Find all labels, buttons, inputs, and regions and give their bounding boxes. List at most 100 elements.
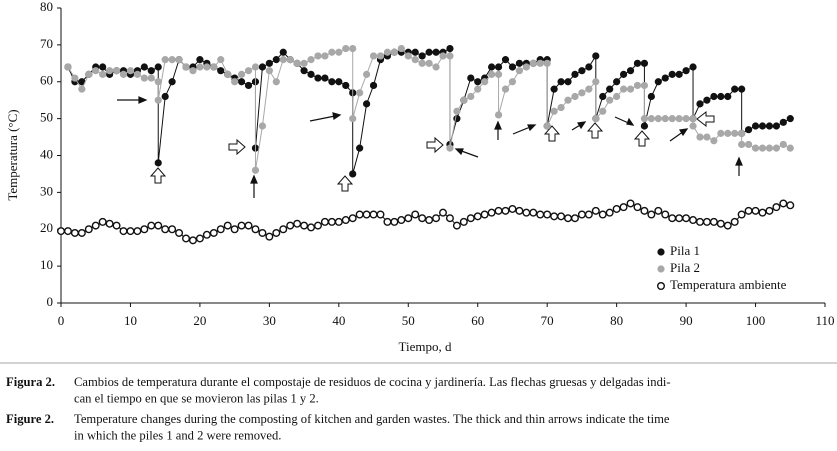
data-point xyxy=(466,214,475,223)
data-point xyxy=(161,92,169,101)
data-point xyxy=(258,63,267,71)
data-point xyxy=(272,228,281,237)
data-point xyxy=(272,56,280,64)
data-point xyxy=(342,44,350,53)
data-point xyxy=(731,129,739,137)
data-point xyxy=(356,89,364,97)
data-point xyxy=(209,228,218,237)
data-point xyxy=(717,92,725,101)
data-point xyxy=(300,59,308,67)
data-point xyxy=(717,129,725,137)
data-point xyxy=(571,70,579,78)
data-point xyxy=(640,115,649,123)
data-point xyxy=(342,81,350,90)
data-point xyxy=(154,96,162,104)
data-point xyxy=(244,221,253,230)
y-tick-label: 30 xyxy=(40,183,53,198)
data-point xyxy=(710,137,718,145)
data-point xyxy=(661,115,669,123)
data-point xyxy=(585,63,593,71)
data-point xyxy=(411,48,419,56)
data-point xyxy=(251,166,260,174)
data-point xyxy=(488,70,496,78)
data-point xyxy=(189,67,197,75)
data-point xyxy=(571,92,579,101)
data-point xyxy=(744,126,753,134)
data-point xyxy=(730,217,739,226)
data-point xyxy=(779,199,788,208)
data-point xyxy=(724,92,732,101)
data-point xyxy=(216,225,225,234)
data-point xyxy=(161,56,169,64)
data-point xyxy=(640,122,649,130)
data-point xyxy=(314,74,322,82)
data-point xyxy=(335,48,343,56)
data-point xyxy=(779,118,787,126)
data-point xyxy=(425,59,433,67)
data-point xyxy=(515,206,524,215)
data-point xyxy=(335,78,343,86)
data-point xyxy=(772,122,780,130)
data-point xyxy=(654,115,662,123)
data-point xyxy=(237,78,246,86)
data-point xyxy=(786,144,794,152)
data-point xyxy=(363,70,371,78)
data-point xyxy=(168,78,176,86)
data-point xyxy=(195,234,204,243)
data-point xyxy=(501,85,510,93)
data-point xyxy=(425,216,434,225)
x-tick-label: 20 xyxy=(193,313,206,328)
data-point xyxy=(119,227,128,236)
data-point xyxy=(349,170,357,178)
data-point xyxy=(633,203,642,212)
data-point xyxy=(314,52,322,60)
data-point xyxy=(397,216,406,225)
data-point xyxy=(98,217,107,226)
y-tick-label: 60 xyxy=(40,73,53,88)
data-point xyxy=(70,228,79,237)
data-point xyxy=(355,210,364,219)
data-point xyxy=(265,232,274,241)
data-point xyxy=(682,67,690,75)
data-point xyxy=(564,214,573,223)
x-tick-label: 100 xyxy=(746,313,766,328)
data-point xyxy=(279,48,287,56)
data-point xyxy=(474,78,482,86)
data-point xyxy=(99,70,107,78)
data-point xyxy=(522,208,531,217)
data-point xyxy=(432,63,440,71)
data-point xyxy=(591,206,600,215)
data-point xyxy=(612,204,621,213)
data-point xyxy=(397,44,405,53)
data-point xyxy=(480,210,489,219)
data-point xyxy=(585,85,593,93)
data-point xyxy=(702,217,711,226)
data-point xyxy=(543,210,552,219)
data-point xyxy=(390,217,399,226)
data-point xyxy=(599,107,607,115)
data-point xyxy=(654,78,662,86)
data-point xyxy=(689,115,697,123)
data-point xyxy=(633,81,642,90)
data-point xyxy=(536,210,545,219)
data-point xyxy=(112,221,121,230)
y-tick-label: 10 xyxy=(40,257,53,272)
data-point xyxy=(196,56,204,64)
data-point xyxy=(619,70,628,78)
data-point xyxy=(411,56,419,64)
data-point xyxy=(369,81,378,90)
data-point xyxy=(223,221,232,230)
data-point xyxy=(675,214,684,223)
x-axis-label: Tiempo, d xyxy=(399,339,452,354)
data-point xyxy=(723,221,732,230)
data-point xyxy=(633,59,642,67)
data-point xyxy=(307,56,315,64)
data-point xyxy=(751,122,760,130)
legend-label: Temperatura ambiente xyxy=(670,277,787,292)
data-point xyxy=(467,74,475,82)
data-point xyxy=(550,212,559,221)
data-point xyxy=(626,67,635,75)
data-point xyxy=(446,44,454,53)
data-point xyxy=(501,56,510,64)
